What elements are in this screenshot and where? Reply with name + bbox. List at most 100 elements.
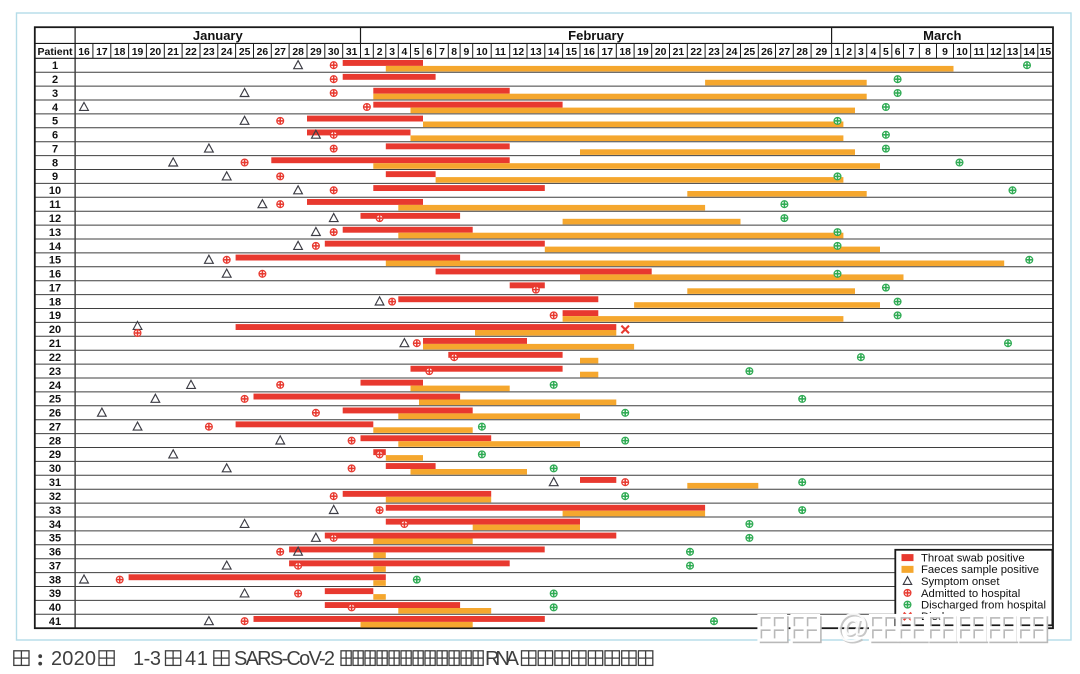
svg-text:6: 6 [426,47,432,58]
svg-text:6: 6 [52,130,58,142]
svg-text:19: 19 [49,310,61,322]
svg-text:9: 9 [52,171,58,183]
svg-text:February: February [568,28,624,43]
svg-text:1-3: 1-3 [133,648,161,670]
svg-text:8: 8 [52,157,58,169]
svg-text:14: 14 [548,47,560,58]
svg-text:SARS-CoV-2: SARS-CoV-2 [234,648,335,670]
svg-text:41: 41 [185,648,208,670]
svg-text:17: 17 [49,282,61,294]
svg-text:16: 16 [49,269,61,281]
svg-text:13: 13 [530,47,542,58]
svg-text:13: 13 [49,227,61,239]
svg-text:34: 34 [49,519,62,531]
svg-text:29: 29 [816,47,828,58]
svg-text:2: 2 [377,47,383,58]
svg-text:27: 27 [49,422,61,434]
svg-text:26: 26 [257,47,269,58]
svg-text:1: 1 [835,47,841,58]
svg-text:Admitted to hospital: Admitted to hospital [921,588,1020,600]
svg-text:28: 28 [292,47,304,58]
svg-text:31: 31 [346,47,358,58]
svg-text:30: 30 [328,47,340,58]
svg-text:35: 35 [49,533,61,545]
svg-text:13: 13 [1007,47,1019,58]
svg-text:5: 5 [52,116,58,128]
svg-text:20: 20 [150,47,162,58]
svg-text:23: 23 [49,366,61,378]
svg-text:March: March [923,28,961,43]
svg-text:19: 19 [637,47,649,58]
svg-text:17: 17 [602,47,614,58]
svg-text:10: 10 [476,47,488,58]
svg-text:24: 24 [221,47,233,58]
svg-text:27: 27 [779,47,791,58]
svg-text:3: 3 [858,47,864,58]
svg-text:21: 21 [49,338,61,350]
svg-text:4: 4 [52,102,59,114]
svg-text:31: 31 [49,477,61,489]
svg-text:24: 24 [49,380,62,392]
svg-text:11: 11 [49,199,61,211]
svg-text:12: 12 [990,47,1002,58]
svg-text:18: 18 [114,47,126,58]
svg-text:37: 37 [49,561,61,573]
svg-text:33: 33 [49,505,61,517]
svg-text:Symptom onset: Symptom onset [921,576,1000,588]
svg-text:15: 15 [1040,47,1052,58]
svg-text:7: 7 [52,143,58,155]
svg-text:41: 41 [49,616,61,628]
svg-text:Discharged from hospital: Discharged from hospital [921,600,1046,612]
svg-text:20: 20 [49,324,61,336]
svg-text:18: 18 [49,296,61,308]
svg-text:25: 25 [49,394,61,406]
svg-text:19: 19 [132,47,144,58]
svg-text:12: 12 [513,47,525,58]
svg-text:20: 20 [655,47,667,58]
svg-text:Faeces sample positive: Faeces sample positive [921,564,1039,576]
svg-text:39: 39 [49,588,61,600]
svg-text:11: 11 [974,47,985,58]
svg-text:12: 12 [49,213,61,225]
svg-text:21: 21 [673,47,685,58]
svg-text:27: 27 [274,47,286,58]
svg-text:25: 25 [239,47,251,58]
svg-text:17: 17 [96,47,108,58]
svg-text:28: 28 [796,47,808,58]
svg-text:16: 16 [583,47,595,58]
svg-text:22: 22 [185,47,197,58]
svg-text:Patient: Patient [37,46,73,58]
svg-text:1: 1 [52,60,58,72]
svg-text:Throat swab positive: Throat swab positive [921,553,1025,565]
svg-text:RNA: RNA [485,648,520,670]
svg-text:23: 23 [203,47,215,58]
svg-text:@: @ [835,607,869,644]
svg-text:10: 10 [956,47,968,58]
svg-text:38: 38 [49,574,61,586]
svg-text:16: 16 [78,47,90,58]
svg-text:2: 2 [846,47,852,58]
svg-text:1: 1 [364,47,370,58]
svg-text:32: 32 [49,491,61,503]
svg-text:4: 4 [871,47,877,58]
svg-text:2020: 2020 [51,648,96,670]
svg-text:9: 9 [942,47,948,58]
svg-text:40: 40 [49,602,61,614]
svg-text:18: 18 [619,47,631,58]
svg-text:5: 5 [883,47,889,58]
svg-text:4: 4 [402,47,408,58]
svg-text:@: @ [837,609,871,646]
svg-text:8: 8 [925,47,931,58]
svg-text:24: 24 [726,47,738,58]
svg-text:8: 8 [451,47,457,58]
svg-text:2: 2 [52,74,58,86]
svg-text:25: 25 [744,47,756,58]
svg-text:5: 5 [414,47,420,58]
svg-text:28: 28 [49,435,61,447]
svg-text:29: 29 [49,449,61,461]
svg-text:26: 26 [761,47,773,58]
svg-text:3: 3 [52,88,58,100]
svg-text:22: 22 [49,352,61,364]
svg-text:30: 30 [49,463,61,475]
svg-text:11: 11 [495,47,506,58]
